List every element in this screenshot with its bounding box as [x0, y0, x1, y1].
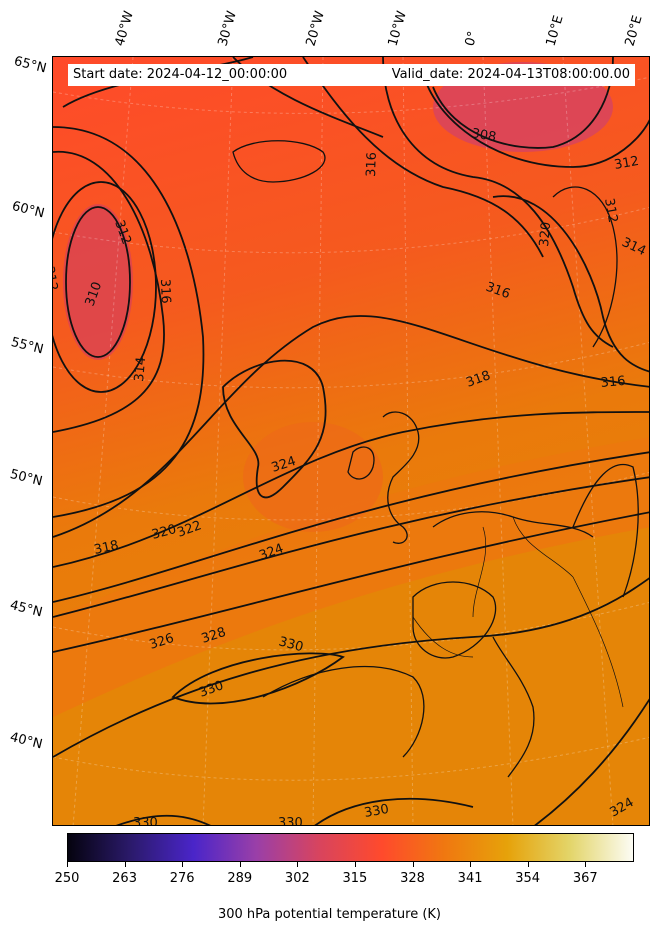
- colorbar-tick: [182, 862, 184, 867]
- colorbar-tick-label: 276: [169, 871, 195, 886]
- colorbar-tick: [124, 862, 126, 867]
- warmest-band: [53, 527, 649, 825]
- contour-label: 312: [53, 265, 60, 292]
- contour-label: 312: [601, 197, 620, 224]
- contour-label: 330: [277, 634, 305, 655]
- coastlines: [232, 140, 639, 778]
- contour-label: 318: [93, 538, 120, 558]
- lon-label-30w: 30°W: [215, 9, 240, 49]
- lat-label-65n: 65°N: [12, 54, 48, 77]
- colorbar-tick: [239, 862, 241, 867]
- lat-label-50n: 50°N: [8, 467, 44, 490]
- valid-date-label: Valid_date: 2024-04-13T08:00:00.00: [391, 67, 630, 82]
- colorbar-tick-label: 354: [515, 871, 541, 886]
- contour-label: 308: [470, 126, 497, 145]
- contour-label: 320: [537, 221, 554, 247]
- colorbar-tick: [585, 862, 587, 867]
- contour-label: 324: [270, 454, 298, 476]
- colorbar-tick: [412, 862, 414, 867]
- colorbar-tick: [297, 862, 299, 867]
- colorbar-tick-label: 289: [227, 871, 253, 886]
- borders: [412, 516, 624, 708]
- contour-label: 320: [150, 522, 178, 543]
- colorbar-tick: [354, 862, 356, 867]
- contour-label: 316: [364, 152, 380, 177]
- lon-label-10e: 10°E: [543, 13, 567, 48]
- colorbar: [67, 833, 634, 862]
- map-panel: 310 312 312 316 314 318 320 322 324 324 …: [52, 56, 650, 826]
- potential-temperature-map: 310 312 312 316 314 318 320 322 324 324 …: [53, 57, 649, 826]
- date-info-box: Start date: 2024-04-12_00:00:00 Valid_da…: [68, 64, 635, 86]
- contour-label: 316: [600, 374, 626, 391]
- colorbar-tick-label: 341: [457, 871, 483, 886]
- colorbar-tick: [527, 862, 529, 867]
- lon-label-10w: 10°W: [385, 9, 410, 49]
- lon-label-20e: 20°E: [622, 13, 646, 48]
- colorbar-tick: [67, 862, 68, 867]
- contour-label: 326: [148, 631, 176, 653]
- lat-label-60n: 60°N: [10, 199, 46, 222]
- contour-label: 330: [278, 816, 303, 826]
- lat-label-45n: 45°N: [8, 598, 44, 621]
- lat-label-55n: 55°N: [9, 335, 45, 358]
- colorbar-tick: [470, 862, 472, 867]
- contour-label: 328: [200, 625, 228, 647]
- start-date-label: Start date: 2024-04-12_00:00:00: [73, 67, 288, 82]
- colorbar-title: 300 hPa potential temperature (K): [217, 907, 441, 922]
- colorbar-tick-label: 367: [572, 871, 598, 886]
- contour-label: 330: [133, 816, 158, 826]
- colorbar-tick-label: 250: [54, 871, 80, 886]
- colorbar-tick-label: 263: [112, 871, 137, 886]
- contour-label: 314: [132, 356, 149, 382]
- cold-core-west: [63, 204, 133, 360]
- lon-label-20w: 20°W: [303, 9, 328, 49]
- colorbar-tick-label: 315: [342, 871, 368, 886]
- contour-label: 316: [157, 279, 173, 304]
- contour-label: 312: [613, 154, 640, 173]
- contours: [53, 57, 649, 825]
- colorbar-tick-label: 328: [400, 871, 425, 886]
- lat-label-40n: 40°N: [8, 730, 44, 753]
- warm-pocket: [243, 422, 383, 532]
- lon-label-40w: 40°W: [112, 9, 137, 49]
- colorbar-tick-label: 302: [284, 871, 310, 886]
- lon-label-0: 0°: [462, 29, 482, 48]
- contour-label: 330: [363, 802, 390, 821]
